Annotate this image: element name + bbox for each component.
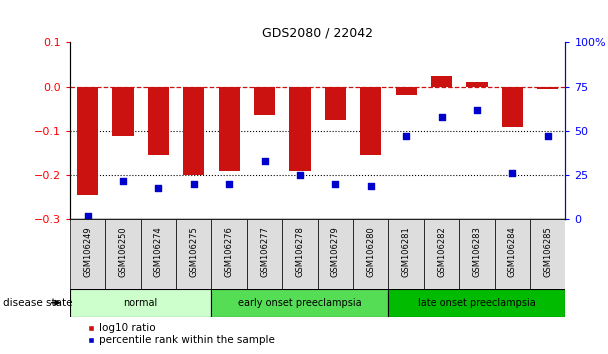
Text: early onset preeclampsia: early onset preeclampsia: [238, 298, 362, 308]
Bar: [254, 87, 275, 115]
Point: [437, 114, 446, 120]
FancyBboxPatch shape: [212, 289, 389, 317]
Bar: [325, 87, 346, 120]
FancyBboxPatch shape: [70, 289, 212, 317]
Legend: log10 ratio, percentile rank within the sample: log10 ratio, percentile rank within the …: [88, 323, 275, 345]
FancyBboxPatch shape: [282, 219, 317, 289]
Text: GSM106283: GSM106283: [472, 227, 482, 277]
FancyBboxPatch shape: [212, 219, 247, 289]
Point: [508, 171, 517, 176]
Bar: [112, 87, 134, 136]
Text: GSM106250: GSM106250: [119, 227, 128, 277]
Point: [401, 133, 411, 139]
Bar: [431, 76, 452, 87]
FancyBboxPatch shape: [495, 219, 530, 289]
Point: [472, 107, 482, 113]
Text: GSM106279: GSM106279: [331, 227, 340, 277]
FancyBboxPatch shape: [140, 219, 176, 289]
Text: GSM106278: GSM106278: [295, 227, 305, 277]
Bar: [396, 87, 416, 95]
Text: late onset preeclampsia: late onset preeclampsia: [418, 298, 536, 308]
FancyBboxPatch shape: [389, 219, 424, 289]
Point: [543, 133, 553, 139]
Bar: [183, 87, 204, 175]
Text: GSM106282: GSM106282: [437, 227, 446, 277]
Title: GDS2080 / 22042: GDS2080 / 22042: [262, 27, 373, 40]
Bar: [466, 82, 488, 87]
FancyBboxPatch shape: [176, 219, 212, 289]
Text: GSM106249: GSM106249: [83, 227, 92, 277]
Point: [295, 172, 305, 178]
Point: [331, 181, 340, 187]
Text: GSM106276: GSM106276: [225, 227, 233, 277]
Point: [83, 213, 92, 219]
Bar: [218, 87, 240, 171]
Bar: [502, 87, 523, 127]
Point: [189, 181, 199, 187]
Text: normal: normal: [123, 298, 158, 308]
Point: [366, 183, 376, 189]
Point: [260, 158, 269, 164]
Bar: [537, 87, 558, 89]
Bar: [289, 87, 311, 171]
FancyBboxPatch shape: [459, 219, 495, 289]
Text: GSM106281: GSM106281: [402, 227, 410, 277]
Text: GSM106277: GSM106277: [260, 227, 269, 277]
FancyBboxPatch shape: [317, 219, 353, 289]
Text: disease state: disease state: [3, 298, 72, 308]
Text: GSM106284: GSM106284: [508, 227, 517, 277]
FancyBboxPatch shape: [389, 289, 565, 317]
FancyBboxPatch shape: [353, 219, 389, 289]
Text: GSM106285: GSM106285: [543, 227, 552, 277]
Point: [118, 178, 128, 183]
FancyBboxPatch shape: [247, 219, 282, 289]
Bar: [148, 87, 169, 155]
FancyBboxPatch shape: [70, 219, 105, 289]
FancyBboxPatch shape: [530, 219, 565, 289]
Text: GSM106274: GSM106274: [154, 227, 163, 277]
Point: [154, 185, 164, 190]
FancyBboxPatch shape: [105, 219, 140, 289]
Bar: [77, 87, 98, 195]
FancyBboxPatch shape: [424, 219, 459, 289]
Point: [224, 181, 234, 187]
Text: GSM106275: GSM106275: [189, 227, 198, 277]
Text: GSM106280: GSM106280: [366, 227, 375, 277]
Bar: [360, 87, 381, 155]
